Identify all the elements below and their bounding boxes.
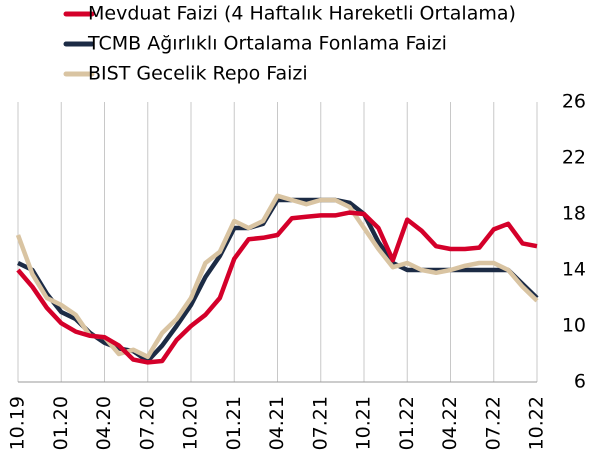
- x-tick-label: 04.21: [266, 396, 288, 450]
- series-line: [16, 210, 538, 365]
- x-tick-label: 10.21: [353, 396, 375, 450]
- x-tick-label: 07.22: [482, 396, 504, 450]
- y-tick-label: 22: [562, 147, 586, 169]
- x-tick-label: 01.22: [396, 396, 418, 450]
- x-tick-label: 10.20: [180, 396, 202, 450]
- x-tick-label: 10.22: [526, 396, 548, 450]
- legend-label: Mevduat Faizi (4 Haftalık Hareketli Orta…: [88, 3, 516, 25]
- x-tick-label: 07.20: [136, 396, 158, 450]
- y-tick-label: 6: [574, 371, 586, 393]
- legend-label: TCMB Ağırlıklı Ortalama Fonlama Faizi: [87, 33, 447, 55]
- y-tick-label: 14: [562, 259, 586, 281]
- y-tick-label: 26: [562, 91, 586, 113]
- x-tick-label: 07.21: [309, 396, 331, 450]
- x-tick-label: 04.22: [439, 396, 461, 450]
- x-tick-label: 01.21: [223, 396, 245, 450]
- y-tick-label: 10: [562, 315, 586, 337]
- legend-label: BIST Gecelik Repo Faizi: [88, 63, 308, 85]
- x-tick-label: 01.20: [50, 396, 72, 450]
- x-tick-label: 10.19: [7, 396, 29, 450]
- y-tick-label: 18: [562, 203, 586, 225]
- x-tick-label: 04.20: [93, 396, 115, 450]
